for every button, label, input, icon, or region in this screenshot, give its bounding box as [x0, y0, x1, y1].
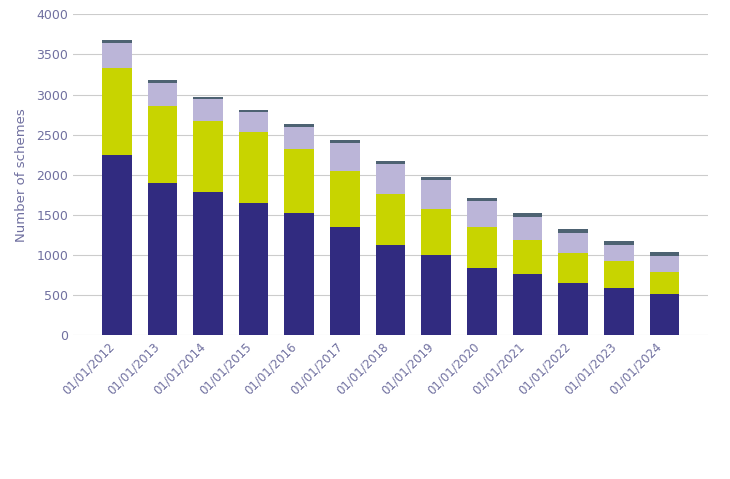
- Bar: [376, 194, 405, 245]
- Bar: [147, 106, 177, 183]
- Bar: [285, 124, 314, 127]
- Bar: [604, 241, 634, 245]
- Bar: [604, 262, 634, 288]
- Bar: [604, 288, 634, 335]
- Bar: [285, 213, 314, 335]
- Bar: [330, 139, 360, 143]
- Bar: [467, 201, 496, 227]
- Bar: [239, 203, 269, 335]
- Bar: [650, 272, 679, 295]
- Bar: [193, 100, 223, 121]
- Bar: [467, 268, 496, 335]
- Bar: [102, 155, 131, 335]
- Bar: [512, 240, 542, 274]
- Bar: [193, 97, 223, 100]
- Bar: [467, 198, 496, 201]
- Bar: [193, 121, 223, 193]
- Bar: [330, 171, 360, 227]
- Bar: [239, 132, 269, 203]
- Legend: 12 to 99, 100 to 999, 1000 to 4999, 5000+: 12 to 99, 100 to 999, 1000 to 4999, 5000…: [163, 477, 618, 479]
- Bar: [285, 127, 314, 149]
- Bar: [376, 245, 405, 335]
- Bar: [558, 233, 588, 253]
- Bar: [421, 255, 451, 335]
- Bar: [421, 181, 451, 209]
- Bar: [285, 149, 314, 213]
- Bar: [330, 227, 360, 335]
- Bar: [512, 217, 542, 240]
- Bar: [650, 252, 679, 256]
- Bar: [193, 193, 223, 335]
- Bar: [376, 161, 405, 164]
- Bar: [650, 295, 679, 335]
- Y-axis label: Number of schemes: Number of schemes: [15, 108, 28, 242]
- Bar: [467, 227, 496, 268]
- Bar: [147, 80, 177, 82]
- Bar: [376, 164, 405, 194]
- Bar: [421, 177, 451, 181]
- Bar: [102, 43, 131, 68]
- Bar: [147, 183, 177, 335]
- Bar: [558, 283, 588, 335]
- Bar: [604, 245, 634, 262]
- Bar: [512, 274, 542, 335]
- Bar: [147, 82, 177, 106]
- Bar: [512, 213, 542, 217]
- Bar: [102, 40, 131, 43]
- Bar: [330, 143, 360, 171]
- Bar: [558, 253, 588, 283]
- Bar: [102, 68, 131, 155]
- Bar: [239, 112, 269, 132]
- Bar: [239, 110, 269, 112]
- Bar: [650, 256, 679, 272]
- Bar: [421, 209, 451, 255]
- Bar: [558, 229, 588, 233]
